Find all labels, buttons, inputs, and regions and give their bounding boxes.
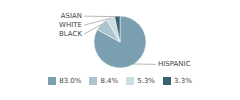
svg-text:BLACK: BLACK <box>59 30 82 38</box>
html-text:8.4%: 8.4% <box>100 77 119 85</box>
html-text:83.0%: 83.0% <box>59 77 82 85</box>
svg-text:ASIAN: ASIAN <box>61 12 82 20</box>
html-text:5.3%: 5.3% <box>137 77 155 85</box>
svg-text:WHITE: WHITE <box>59 21 82 29</box>
html-text:3.3%: 3.3% <box>174 77 192 85</box>
svg-text:HISPANIC: HISPANIC <box>158 60 191 68</box>
